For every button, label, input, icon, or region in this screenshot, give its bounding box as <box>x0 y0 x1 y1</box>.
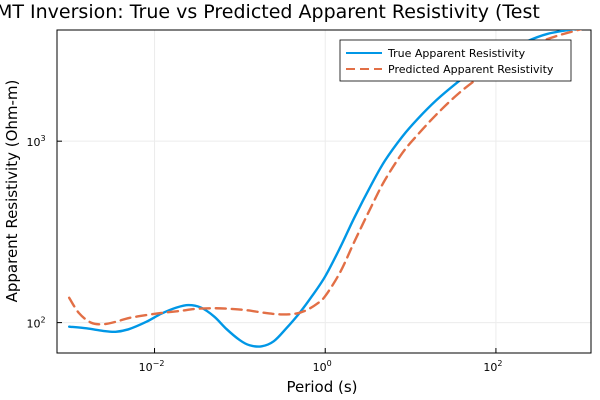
legend: True Apparent Resistivity Predicted Appa… <box>339 39 572 82</box>
y-tick-label: 103 <box>26 134 45 149</box>
x-tick-label: 10−2 <box>139 359 165 374</box>
series-line-predicted <box>67 30 582 326</box>
y-axis-label: Apparent Resistivity (Ohm-m) <box>3 80 21 303</box>
y-tick-label: 102 <box>26 316 45 331</box>
series-layer <box>67 30 582 348</box>
series-line-true <box>67 30 577 348</box>
x-tick-label: 100 <box>313 359 332 374</box>
legend-label-predicted: Predicted Apparent Resistivity <box>388 63 554 76</box>
axis-ticks: 10−2 100 102 102 103 <box>26 134 502 374</box>
x-tick-label: 102 <box>483 359 502 374</box>
chart-title: MT Inversion: True vs Predicted Apparent… <box>0 1 540 23</box>
x-axis-label: Period (s) <box>286 378 357 396</box>
legend-box <box>339 39 572 82</box>
legend-label-true: True Apparent Resistivity <box>387 47 526 60</box>
plot-area <box>56 29 592 354</box>
